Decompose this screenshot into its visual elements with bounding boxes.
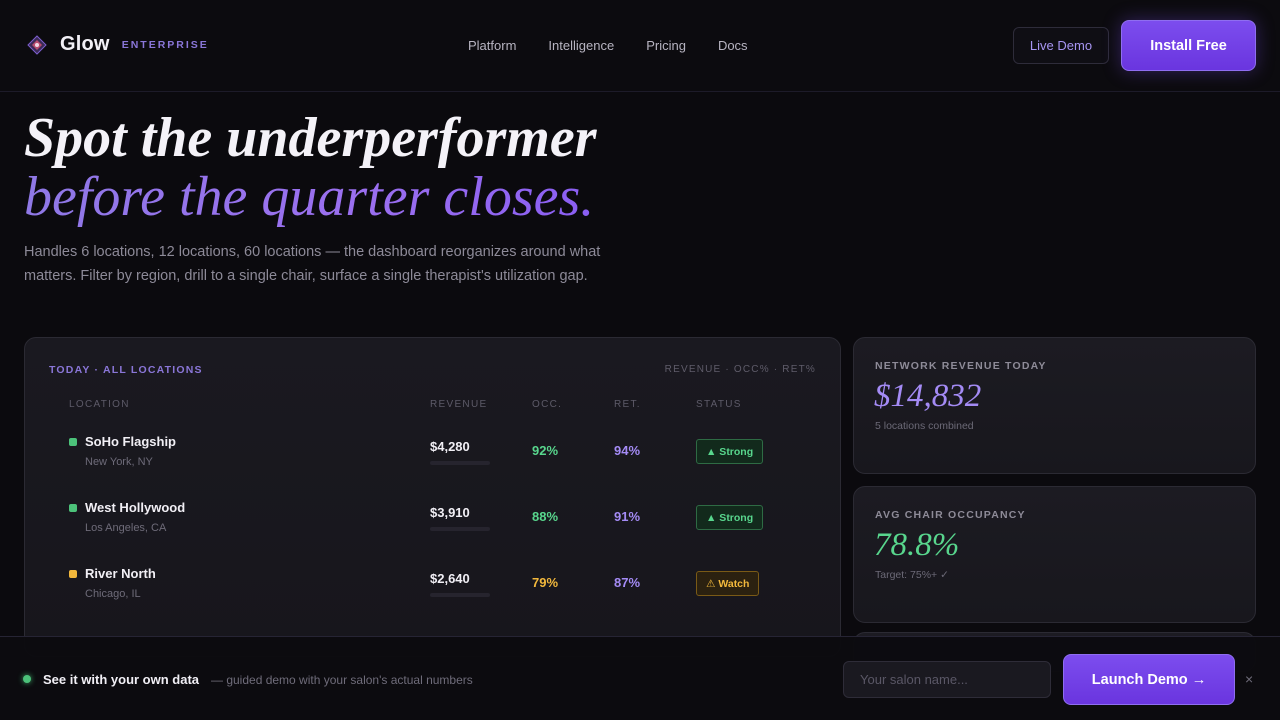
launch-demo-button[interactable]: Launch Demo → xyxy=(1063,654,1235,705)
top-navbar: Glow ENTERPRISE Platform Intelligence Pr… xyxy=(0,0,1280,92)
occupancy-value: 88% xyxy=(532,509,559,524)
kpi-note: Target: 75%+ ✓ xyxy=(875,569,949,581)
kpi-label: NETWORK REVENUE TODAY xyxy=(875,360,1047,372)
column-header-status: STATUS xyxy=(696,399,742,410)
close-icon[interactable]: × xyxy=(1245,671,1254,687)
kpi-value: $14,832 xyxy=(874,378,982,414)
revenue-bar xyxy=(430,593,490,597)
location-city: New York, NY xyxy=(85,456,153,468)
revenue-value: $4,280 xyxy=(430,439,470,454)
brand[interactable]: Glow ENTERPRISE xyxy=(26,33,209,56)
location-status-dot xyxy=(69,504,77,512)
column-header-occupancy: OCC. xyxy=(532,399,563,410)
revenue-bar xyxy=(430,461,490,465)
brand-tier-label: ENTERPRISE xyxy=(121,38,209,51)
location-name: SoHo Flagship xyxy=(85,434,176,449)
status-badge: ▲ Strong xyxy=(696,439,764,464)
nav-link-docs[interactable]: Docs xyxy=(717,38,748,53)
hero-headline-accent: before the quarter closes. xyxy=(24,166,595,228)
status-badge: ▲ Strong xyxy=(696,505,764,530)
locations-table-panel: TODAY · ALL LOCATIONS REVENUE · OCC% · R… xyxy=(24,337,841,657)
hero-headline: Spot the underperformer xyxy=(24,107,597,169)
glow-logo-icon xyxy=(27,34,47,55)
panel-title: TODAY · ALL LOCATIONS xyxy=(49,364,203,376)
occupancy-value: 79% xyxy=(532,575,559,590)
column-header-retention: RET. xyxy=(614,399,641,410)
retention-value: 91% xyxy=(614,509,641,524)
panel-legend: REVENUE · OCC% · RET% xyxy=(664,364,816,375)
demo-cta-bar: See it with your own data — guided demo … xyxy=(0,636,1280,720)
retention-value: 94% xyxy=(614,443,641,458)
revenue-value: $3,910 xyxy=(430,505,470,520)
location-name: River North xyxy=(85,566,156,581)
revenue-bar xyxy=(430,527,490,531)
nav-link-platform[interactable]: Platform xyxy=(468,38,517,53)
nav-link-intelligence[interactable]: Intelligence xyxy=(548,38,615,53)
location-status-dot xyxy=(69,570,77,578)
nav-link-pricing[interactable]: Pricing xyxy=(646,38,686,53)
cta-description: — guided demo with your salon's actual n… xyxy=(211,673,473,687)
status-badge: ⚠ Watch xyxy=(696,571,760,596)
revenue-value: $2,640 xyxy=(430,571,470,586)
install-free-button[interactable]: Install Free xyxy=(1121,20,1256,71)
location-name: West Hollywood xyxy=(85,500,186,515)
cta-title: See it with your own data xyxy=(43,672,200,687)
live-demo-button[interactable]: Live Demo xyxy=(1013,27,1109,64)
kpi-card-chair-occupancy: AVG CHAIR OCCUPANCY 78.8% Target: 75%+ ✓ xyxy=(853,486,1256,623)
main-nav: Platform Intelligence Pricing Docs xyxy=(468,38,780,53)
live-indicator-icon xyxy=(23,675,31,683)
location-city: Chicago, IL xyxy=(85,588,141,600)
salon-name-input[interactable] xyxy=(843,661,1051,698)
location-status-dot xyxy=(69,438,77,446)
kpi-value: 78.8% xyxy=(874,527,960,563)
occupancy-value: 92% xyxy=(532,443,559,458)
retention-value: 87% xyxy=(614,575,641,590)
column-header-location: LOCATION xyxy=(69,399,130,410)
brand-name: Glow xyxy=(60,33,110,55)
kpi-card-network-revenue: NETWORK REVENUE TODAY $14,832 5 location… xyxy=(853,337,1256,474)
kpi-label: AVG CHAIR OCCUPANCY xyxy=(875,509,1026,521)
location-city: Los Angeles, CA xyxy=(85,522,167,534)
column-header-revenue: REVENUE xyxy=(430,399,488,410)
hero-subtitle: Handles 6 locations, 12 locations, 60 lo… xyxy=(24,244,601,284)
kpi-note: 5 locations combined xyxy=(875,420,974,432)
